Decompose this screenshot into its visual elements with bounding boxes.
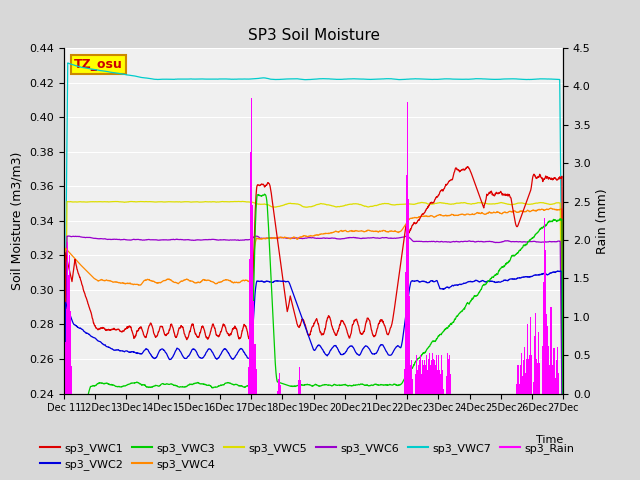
Y-axis label: Soil Moisture (m3/m3): Soil Moisture (m3/m3)	[11, 152, 24, 290]
Text: TZ_osu: TZ_osu	[74, 59, 123, 72]
Title: SP3 Soil Moisture: SP3 Soil Moisture	[248, 28, 380, 43]
Legend: sp3_VWC1, sp3_VWC2, sp3_VWC3, sp3_VWC4, sp3_VWC5, sp3_VWC6, sp3_VWC7, sp3_Rain: sp3_VWC1, sp3_VWC2, sp3_VWC3, sp3_VWC4, …	[35, 438, 579, 474]
Y-axis label: Rain (mm): Rain (mm)	[596, 188, 609, 253]
Text: Time: Time	[536, 435, 563, 445]
